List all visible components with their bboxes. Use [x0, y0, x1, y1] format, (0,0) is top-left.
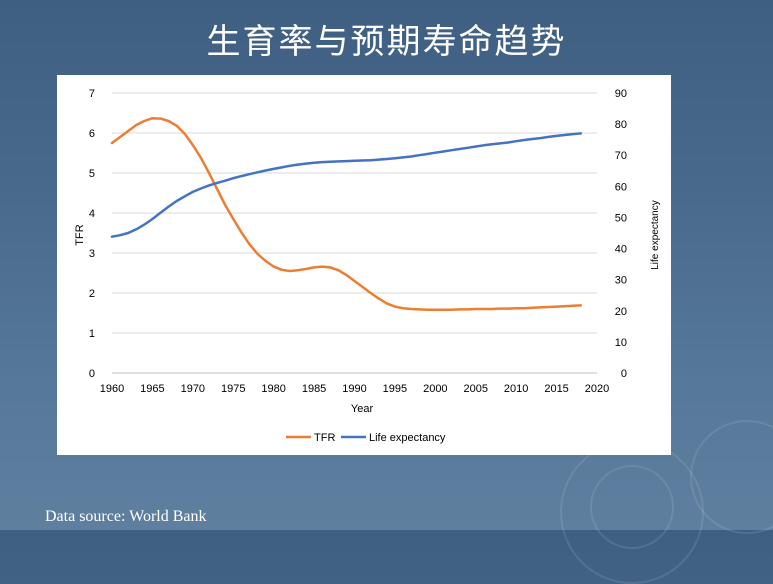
x-tick-label: 1985	[302, 383, 326, 395]
y-tick-label: 1	[89, 328, 95, 340]
x-tick-label: 1960	[100, 383, 124, 395]
x-tick-label: 2000	[423, 383, 447, 395]
y2-tick-label: 30	[615, 275, 627, 287]
y-tick-label: 5	[89, 168, 95, 180]
x-tick-label: 1980	[261, 383, 285, 395]
y-tick-label: 3	[89, 248, 95, 260]
x-tick-label: 2005	[464, 383, 488, 395]
x-tick-label: 1990	[342, 383, 366, 395]
y2-axis-label: Life expectancy	[650, 200, 661, 270]
x-tick-label: 2020	[585, 383, 609, 395]
chart-panel: 0 1 2 3 4 5 6 7 0 10 20 30 40 50 60 70 80 90 1960 1965 1970 1…	[57, 75, 671, 455]
slide-title: 生育率与预期寿命趋势	[206, 22, 567, 62]
series-line-tfr	[110, 116, 583, 312]
x-tick-label: 2010	[504, 383, 528, 395]
legend-label-life-expectancy: Life expectancy	[369, 432, 446, 444]
x-tick-label: 2015	[544, 383, 568, 395]
y2-tick-label: 20	[615, 306, 627, 318]
y-tick-label: 6	[89, 128, 95, 140]
x-tick-label: 1975	[221, 383, 245, 395]
y-tick-label: 0	[89, 368, 95, 380]
y-tick-label: 4	[89, 208, 95, 220]
y2-tick-label: 50	[615, 212, 627, 224]
y2-tick-label: 90	[615, 88, 627, 100]
x-tick-label: 1970	[181, 383, 205, 395]
y2-tick-label: 40	[615, 244, 627, 256]
y2-tick-label: 60	[615, 181, 627, 193]
series-line-life-expectancy	[110, 132, 583, 238]
y2-tick-label: 80	[615, 119, 627, 131]
x-tick-label: 1965	[140, 383, 164, 395]
data-source-note: Data source: World Bank	[45, 508, 207, 525]
y-axis-label: TFR	[74, 224, 86, 245]
y-tick-label: 7	[89, 88, 95, 100]
x-tick-label: 1995	[383, 383, 407, 395]
y2-tick-label: 0	[621, 368, 627, 380]
y2-tick-label: 10	[615, 337, 627, 349]
y2-tick-label: 70	[615, 150, 627, 162]
legend: TFR Life expectancy	[286, 432, 446, 444]
background-swirl-decoration	[590, 465, 674, 549]
x-axis-label: Year	[351, 403, 374, 415]
legend-label-tfr: TFR	[314, 432, 335, 444]
y-tick-label: 2	[89, 288, 95, 300]
